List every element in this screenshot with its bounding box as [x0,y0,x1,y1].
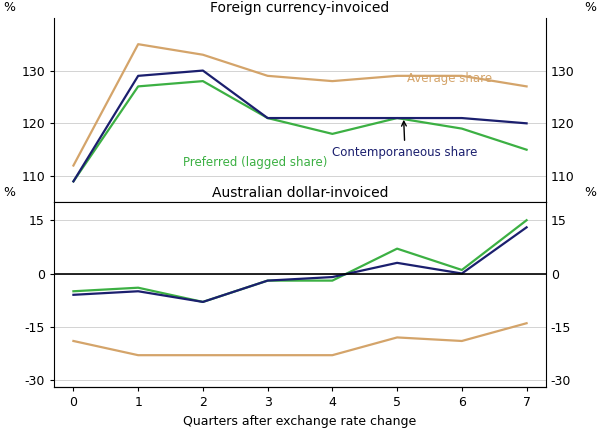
Text: Average share: Average share [407,72,492,85]
Text: Preferred (lagged share): Preferred (lagged share) [184,156,328,170]
X-axis label: Quarters after exchange rate change: Quarters after exchange rate change [184,415,416,428]
Text: %: % [584,186,596,199]
Title: Foreign currency-invoiced: Foreign currency-invoiced [211,1,389,15]
Text: %: % [4,186,16,199]
Text: Contemporaneous share: Contemporaneous share [332,121,478,159]
Text: %: % [4,1,16,14]
Text: %: % [584,1,596,14]
Title: Australian dollar-invoiced: Australian dollar-invoiced [212,186,388,200]
